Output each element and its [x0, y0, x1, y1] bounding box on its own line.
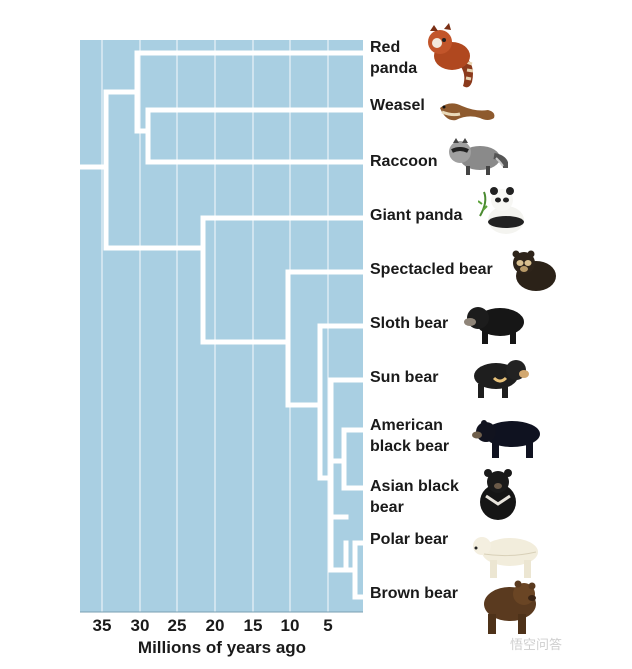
leaf-label-raccoon: Raccoon: [370, 153, 438, 170]
leaf-label-sun-bear: Sun bear: [370, 369, 439, 386]
leaf-label-asian-black-bear: Asian black bear: [370, 478, 459, 516]
tick-label-35: 35: [92, 616, 112, 635]
spectacled-bear-icon: [512, 250, 556, 291]
raccoon-icon: [449, 138, 508, 175]
tick-label-25: 25: [167, 616, 187, 635]
leaf-label-sloth-bear: Sloth bear: [370, 315, 449, 332]
leaf-label-red-panda: Red panda: [370, 39, 418, 77]
polar-bear-icon: [473, 537, 538, 578]
leaf-label-american-black-bear: American black bear: [370, 417, 450, 455]
tick-label-20: 20: [205, 616, 225, 635]
leaf-label-brown-bear: Brown bear: [370, 585, 459, 602]
weasel-icon: [440, 103, 495, 121]
sun-bear-icon: [474, 360, 529, 398]
tick-label-30: 30: [130, 616, 150, 635]
brown-bear-icon: [484, 580, 536, 634]
tree-background: [80, 40, 363, 612]
asian-black-bear-icon: [480, 469, 516, 520]
watermark: 悟空问答: [510, 637, 563, 652]
red-panda-icon: [428, 23, 474, 88]
leaf-label-polar-bear: Polar bear: [370, 531, 449, 548]
axis-title: Millions of years ago: [137, 638, 307, 657]
tick-label-15: 15: [243, 616, 263, 635]
tree-branches: [77, 50, 366, 600]
tick-label-10: 10: [280, 616, 300, 635]
leaf-label-spectacled-bear: Spectacled bear: [370, 261, 493, 278]
american-black-bear-icon: [472, 420, 540, 458]
sloth-bear-icon: [464, 307, 524, 344]
giant-panda-icon: [478, 187, 524, 234]
leaf-label-giant-panda: Giant panda: [370, 207, 463, 224]
leaf-label-weasel: Weasel: [370, 97, 425, 114]
tick-label-5: 5: [323, 616, 333, 635]
